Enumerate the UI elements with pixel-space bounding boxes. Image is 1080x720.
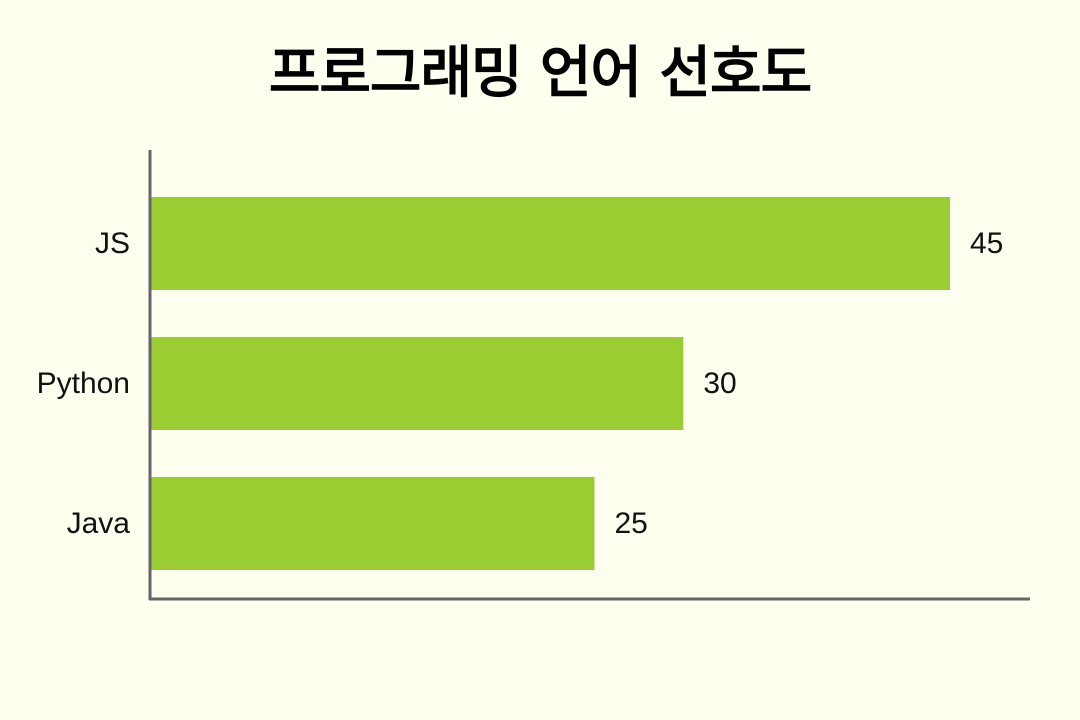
labels-group: JS 45 Python 30 Java 25 xyxy=(37,227,1004,540)
bar-python xyxy=(150,337,684,430)
value-label-js: 45 xyxy=(970,227,1003,260)
bars-group xyxy=(150,197,950,570)
bar-js xyxy=(150,197,950,290)
value-label-java: 25 xyxy=(614,507,647,540)
category-label-java: Java xyxy=(67,507,131,540)
chart-title: 프로그래밍 언어 선호도 xyxy=(268,41,812,106)
bar-java xyxy=(150,477,595,570)
value-label-python: 30 xyxy=(703,367,736,400)
category-label-js: JS xyxy=(95,227,130,260)
category-label-python: Python xyxy=(37,367,130,400)
